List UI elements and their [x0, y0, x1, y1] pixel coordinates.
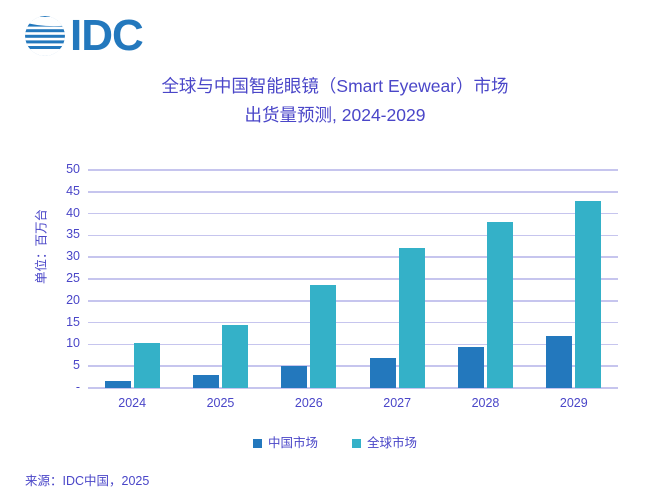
y-axis-tick-label: - [75, 380, 80, 394]
y-axis-tick-label: 20 [66, 292, 80, 307]
bar-2028-china[interactable] [457, 347, 484, 388]
x-axis-tick-label: 2029 [559, 396, 588, 410]
source-note: 来源：IDC中国，2025 [25, 474, 150, 488]
bar-2029-global[interactable] [575, 200, 602, 388]
bar-group [88, 170, 176, 388]
y-axis-tick-label: 25 [66, 271, 80, 285]
gridline [88, 234, 618, 237]
idc-logo: IDC [22, 11, 144, 60]
gridline [88, 387, 618, 389]
bar-group [265, 170, 353, 388]
bar-2026-global[interactable] [310, 285, 337, 388]
gridline [88, 278, 618, 280]
bar-2025-global[interactable] [221, 325, 248, 388]
bar-2024-global[interactable] [133, 343, 160, 388]
legend-swatch-icon [252, 439, 262, 448]
bar-2026-china[interactable] [281, 366, 308, 388]
y-axis-tick-label: 45 [66, 183, 80, 198]
gridline [88, 256, 618, 258]
bar-2027-china[interactable] [369, 358, 396, 388]
legend-swatch-icon [352, 439, 361, 448]
chart-title: 全球与中国智能眼镜（Smart Eyewear）市场 出货量预测, 2024-2… [0, 72, 670, 130]
gridline [88, 343, 618, 346]
bar-2025-china[interactable] [192, 374, 219, 388]
bar-2024-china[interactable] [104, 381, 131, 388]
idc-wordmark: IDC [70, 11, 144, 60]
x-axis-tick-label: 2026 [294, 396, 323, 410]
bar-group [530, 170, 618, 388]
legend-label: 全球市场 [367, 436, 418, 450]
gridline [88, 212, 618, 215]
plot-area [88, 169, 618, 389]
bar-2029-china[interactable] [546, 335, 573, 388]
gridline [88, 169, 618, 171]
x-axis-tick-label: 2027 [383, 396, 412, 410]
bar-group [441, 170, 529, 388]
gridline [88, 300, 618, 302]
y-axis-tick-label: 40 [66, 205, 80, 220]
y-axis-tick-label: 10 [66, 336, 80, 351]
x-axis-tick-label: 2028 [471, 396, 500, 410]
idc-globe-icon [25, 16, 65, 56]
y-axis-tick-label: 5 [73, 358, 80, 373]
x-axis-tick-label: 2024 [118, 396, 147, 410]
legend-label: 中国市场 [267, 436, 318, 450]
gridline [88, 321, 618, 324]
bar-2028-global[interactable] [486, 222, 513, 388]
y-axis-tick-label: 35 [66, 227, 80, 242]
bar-group [353, 170, 441, 388]
legend-item-global[interactable]: 全球市场 [352, 437, 417, 450]
legend-item-china[interactable]: 中国市场 [252, 436, 318, 450]
y-axis-tick-label: 15 [66, 314, 80, 329]
bar-group [176, 170, 264, 388]
y-axis-tick-label: 30 [66, 249, 80, 264]
gridline [88, 365, 618, 367]
chart-legend: 中国市场 全球市场 [0, 437, 670, 450]
x-axis-tick-label: 2025 [206, 396, 235, 410]
chart-title-line-2: 出货量预测, 2024-2029 [244, 105, 426, 125]
chart-title-line-1: 全球与中国智能眼镜（Smart Eyewear）市场 [161, 76, 509, 96]
y-axis-tick-label: 50 [66, 162, 80, 176]
bar-2027-global[interactable] [398, 248, 425, 388]
gridline [88, 191, 618, 193]
